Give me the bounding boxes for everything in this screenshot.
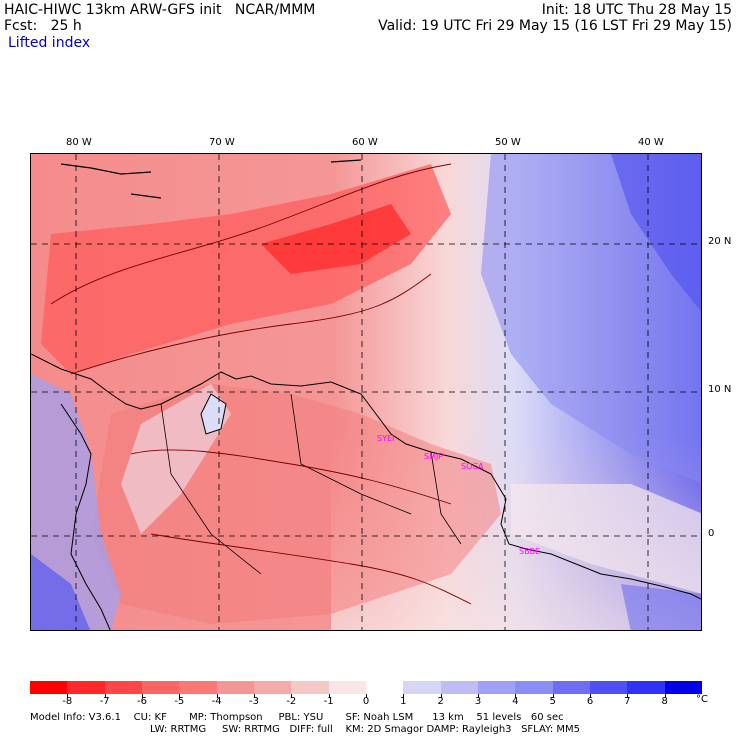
- lake-maracaibo: [200, 393, 227, 435]
- li-contour-4: [150, 533, 472, 605]
- caribbean-unstable-core: [41, 164, 451, 374]
- lon-label-60w: 60 W: [352, 137, 378, 148]
- pacific-stable-region: [31, 374, 121, 630]
- colorbar-cell: [328, 681, 366, 694]
- colorbar-tick: [627, 694, 629, 698]
- colorbar-cell: [104, 681, 142, 694]
- colorbar-tick-label: 2: [437, 696, 444, 707]
- colorbar-tick: [403, 694, 405, 698]
- station-syei: SYEI: [377, 434, 394, 443]
- colorbar-tick: [216, 694, 218, 698]
- country-borders: [160, 393, 462, 575]
- station-smjp: SMJP: [424, 452, 443, 461]
- colorbar-cell: [30, 681, 68, 694]
- caribbean-max-core: [261, 204, 411, 274]
- colorbar-cell: [664, 681, 702, 694]
- colorbar-cell: [477, 681, 516, 694]
- lifted-index-map: SYEI SMJP SOCA SBBE: [30, 153, 702, 631]
- colorbar-cell: [216, 681, 254, 694]
- colorbar-cell: [589, 681, 628, 694]
- lon-label-40w: 40 W: [638, 137, 664, 148]
- colorbar-tick: [664, 694, 666, 698]
- southeast-stable-patch: [621, 584, 701, 630]
- header-title: HAIC-HIWC 13km ARW-GFS init NCAR/MMM: [4, 2, 316, 18]
- lon-label-80w: 80 W: [66, 137, 92, 148]
- colorbar-tick-label: -1: [323, 696, 334, 707]
- map-canvas: SYEI SMJP SOCA SBBE: [31, 154, 701, 630]
- colorbar-tick: [67, 694, 69, 698]
- colorbar-cell: [552, 681, 590, 694]
- colorbar-tick-label: 4: [512, 696, 519, 707]
- colorbar-tick: [440, 694, 442, 698]
- colorbar-tick: [552, 694, 554, 698]
- colorbar-cell: [440, 681, 478, 694]
- colorbar-cell: [179, 681, 217, 694]
- valid-time: Valid: 19 UTC Fri 29 May 15 (16 LST Fri …: [378, 18, 732, 34]
- lat-lon-grid: [31, 154, 701, 630]
- colorbar-tick: [590, 694, 591, 698]
- pacific-strong-stable: [31, 554, 91, 630]
- colorbar-tick-label: -4: [211, 696, 222, 707]
- colorbar-tick-label: 1: [400, 696, 407, 707]
- station-soca: SOCA: [461, 462, 484, 471]
- li-contour-3: [130, 449, 452, 505]
- lat-label-20n: 20 N: [708, 236, 732, 247]
- colorbar-tick-label: 3: [474, 696, 482, 707]
- colorbar-tick: [104, 694, 106, 698]
- colorbar-tick: [366, 694, 367, 698]
- colorbar-tick-label: 0: [362, 696, 370, 707]
- coastline-north-south-america: [235, 375, 701, 600]
- colorbar-cell: [67, 681, 105, 694]
- colorbar-tick: [328, 694, 330, 698]
- colorbar-tick: [142, 694, 143, 698]
- colorbar-unit: °C: [696, 694, 708, 705]
- field-name: Lifted index: [8, 35, 91, 51]
- atlantic-strong-stable: [611, 154, 701, 312]
- colorbar-tick: [254, 694, 255, 698]
- colorbar-tick-label: -3: [249, 696, 259, 707]
- colorbar-cell: [291, 681, 329, 694]
- amazon-delta-pale: [511, 484, 701, 594]
- model-info-line1: Model Info: V3.6.1 CU: KF MP: Thompson P…: [30, 712, 564, 723]
- coastline-central-america: [31, 353, 237, 410]
- colorbar-cell: [253, 681, 292, 694]
- forecast-hour: Fcst: 25 h: [4, 18, 82, 34]
- colorbar-tick-label: -2: [286, 696, 297, 707]
- colorbar-tick-label: 5: [549, 696, 556, 707]
- colorbar: [30, 681, 702, 694]
- colorbar-tick-label: -6: [137, 696, 147, 707]
- colorbar-tick-label: 6: [586, 696, 594, 707]
- colorbar-tick-label: 8: [661, 696, 668, 707]
- init-time: Init: 18 UTC Thu 28 May 15: [541, 2, 732, 18]
- colorbar-cell: [403, 681, 441, 694]
- colorbar-tick-label: 7: [624, 696, 631, 707]
- colorbar-cell: [141, 681, 180, 694]
- colorbar-tick-label: -7: [99, 696, 110, 707]
- station-sbbe: SBBE: [519, 547, 540, 556]
- coastline-pacific-side: [60, 403, 111, 630]
- colorbar-tick: [515, 694, 517, 698]
- colorbar-tick-label: -5: [174, 696, 185, 707]
- colorbar-tick-label: -8: [62, 696, 73, 707]
- colorbar-cell: [627, 681, 665, 694]
- colorbar-cell: [515, 681, 553, 694]
- li-contour-1: [50, 163, 452, 305]
- lon-label-50w: 50 W: [495, 137, 521, 148]
- lat-label-0: 0: [708, 528, 715, 539]
- colorbar-tick: [291, 694, 293, 698]
- li-contour-2: [70, 273, 432, 375]
- colorbar-cell: [365, 681, 404, 694]
- colorbar-tick: [179, 694, 181, 698]
- lon-label-70w: 70 W: [209, 137, 235, 148]
- model-info-line2: LW: RRTMG SW: RRTMG DIFF: full KM: 2D Sm…: [150, 724, 580, 735]
- colorbar-tick: [478, 694, 479, 698]
- lat-label-10n: 10 N: [708, 384, 732, 395]
